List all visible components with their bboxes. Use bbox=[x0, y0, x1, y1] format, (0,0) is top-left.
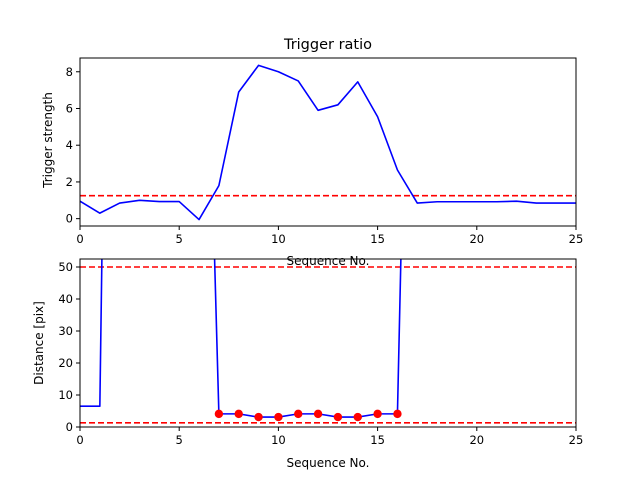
x-tick-label: 5 bbox=[176, 433, 183, 447]
y-tick-label: 6 bbox=[66, 101, 73, 115]
y-tick-label: 30 bbox=[58, 324, 73, 338]
y-tick-label: 2 bbox=[66, 175, 73, 189]
top-plot: 0 5 10 15 20 25 0 2 4 6 8 bbox=[66, 57, 584, 246]
data-point-marker bbox=[294, 409, 303, 419]
plot-frame bbox=[79, 258, 577, 428]
data-point-marker bbox=[254, 412, 263, 422]
x-tick-label: 20 bbox=[469, 433, 484, 447]
y-tick-label: 0 bbox=[66, 420, 73, 434]
y-axis-label: Distance [pix] bbox=[32, 301, 46, 385]
chart-title: Trigger ratio bbox=[283, 37, 372, 53]
x-tick-label: 25 bbox=[569, 433, 584, 447]
plot-frame bbox=[79, 57, 577, 227]
data-point-marker bbox=[313, 409, 323, 419]
y-tick-label: 0 bbox=[66, 212, 73, 226]
x-tick-label: 0 bbox=[76, 232, 83, 246]
x-axis-label: Sequence No. bbox=[287, 254, 370, 268]
x-tick-label: 10 bbox=[271, 433, 286, 447]
x-tick-label: 20 bbox=[469, 232, 484, 246]
y-tick-label: 4 bbox=[66, 138, 73, 152]
x-tick-label: 15 bbox=[370, 433, 385, 447]
y-tick-label: 50 bbox=[58, 260, 73, 274]
y-tick-label: 10 bbox=[58, 388, 73, 402]
bottom-plot: 0 5 10 15 20 25 0 10 20 30 40 50 bbox=[58, 258, 584, 447]
y-tick-label: 20 bbox=[58, 356, 73, 370]
x-tick-label: 5 bbox=[176, 232, 183, 246]
x-tick-label: 25 bbox=[569, 232, 584, 246]
data-point-marker bbox=[234, 409, 243, 419]
y-axis-label: Trigger strength bbox=[41, 92, 55, 189]
data-point-marker bbox=[393, 409, 402, 419]
data-point-marker bbox=[333, 412, 343, 422]
x-tick-label: 0 bbox=[76, 433, 83, 447]
data-point-marker bbox=[274, 412, 283, 422]
data-point-marker bbox=[373, 409, 382, 419]
data-point-marker bbox=[214, 409, 224, 419]
series-line bbox=[80, 64, 576, 221]
y-tick-label: 40 bbox=[58, 292, 73, 306]
x-axis-label: Sequence No. bbox=[287, 456, 370, 470]
x-tick-label: 10 bbox=[271, 232, 286, 246]
y-tick-label: 8 bbox=[66, 65, 73, 79]
x-tick-label: 15 bbox=[370, 232, 385, 246]
data-point-marker bbox=[353, 412, 362, 422]
